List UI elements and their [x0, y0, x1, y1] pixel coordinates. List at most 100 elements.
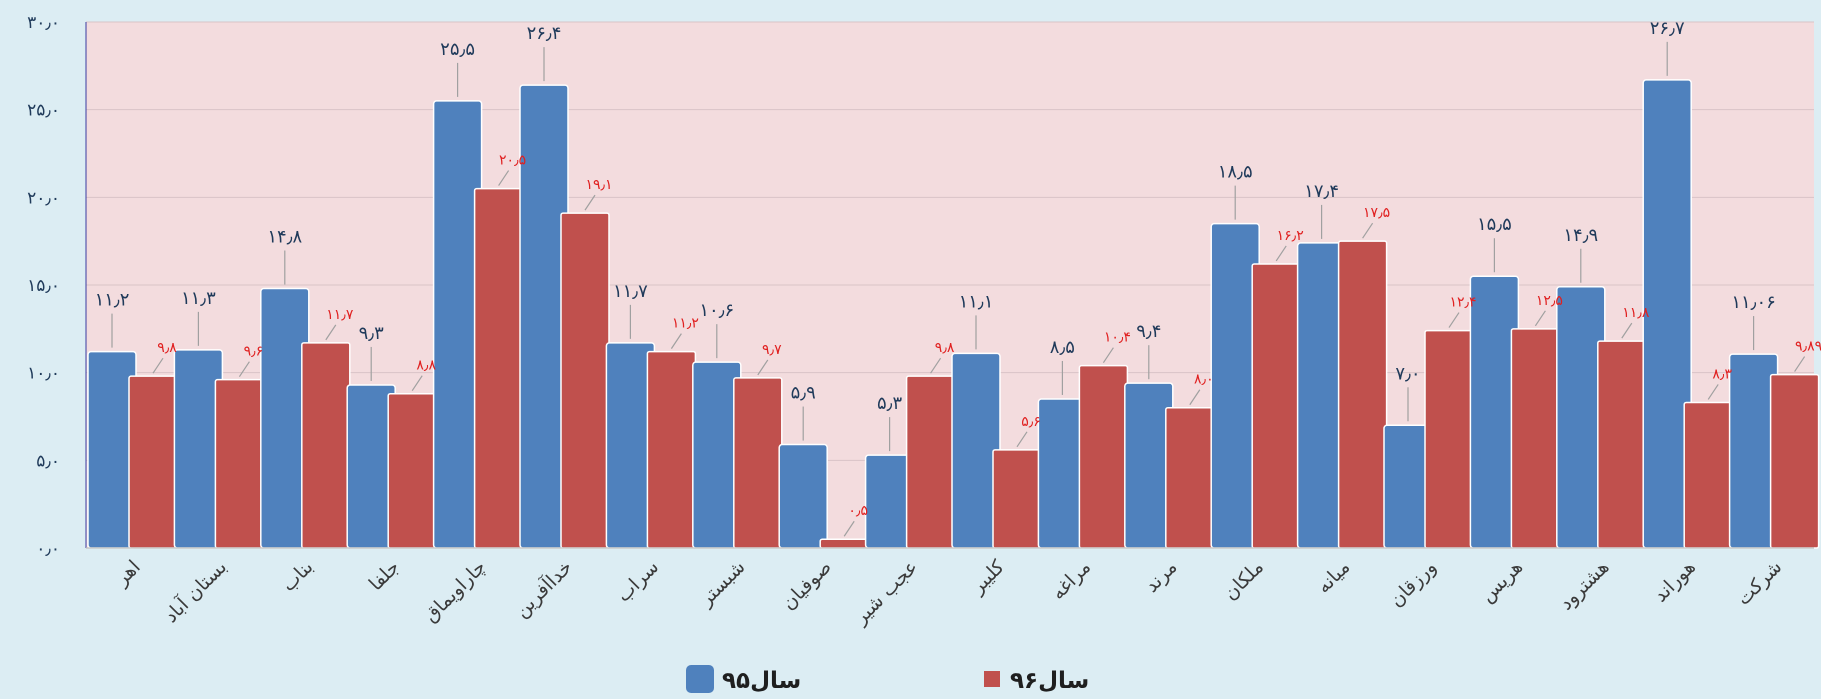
data-label-sal95: ۹٫۳ [359, 323, 385, 344]
x-tick-label: میانه [1312, 556, 1354, 598]
data-label-sal95: ۱۱٫۱ [959, 291, 994, 312]
leader-line-sal96 [411, 375, 423, 392]
x-tick-label: کلیبر [966, 555, 1009, 598]
bar-sal96 [301, 342, 351, 549]
y-tick-label: ۳۰٫۰ [27, 13, 60, 33]
x-tick-label: ملکان [1219, 556, 1268, 605]
bar-sal96 [128, 375, 178, 549]
legend-swatch-sal96 [984, 671, 1000, 687]
legend: سال۹۵ سال۹۶ [686, 665, 1089, 694]
data-label-sal95: ۱۷٫۴ [1304, 181, 1339, 202]
leader-line-sal96 [1707, 384, 1719, 400]
y-tick-label: ۵٫۰ [36, 451, 60, 471]
y-tick-label: ۱۰٫۰ [27, 364, 60, 384]
data-label-sal95: ۱۴٫۹ [1563, 225, 1598, 246]
y-tick-label: ۲۵٫۰ [27, 101, 60, 121]
leader-line-sal96 [930, 357, 942, 374]
data-label-sal96: ۸٫۳ [1712, 366, 1732, 382]
x-tick-label: شرکت [1733, 556, 1787, 610]
data-label-sal96: ۹٫۸۹ [1795, 339, 1821, 355]
bar-sal96 [1337, 240, 1388, 549]
legend-label-sal96: سال۹۶ [1010, 668, 1089, 694]
data-label-sal95: ۱۵٫۵ [1477, 214, 1512, 235]
x-tick-label: صوفیان [778, 556, 836, 614]
data-labels: ۱۱٫۲ ۹٫۸ ۱۱٫۳ ۹٫۶ ۱۴٫۸ ۱۱٫۷ ۹٫۳ ۸٫۸ ۲۵٫۵ ۲۰٫۵ ۲۶٫۴… [95, 18, 1821, 519]
data-label-sal96: ۱۲٫۴ [1449, 295, 1476, 311]
leader-line-sal96 [152, 357, 164, 374]
leader-line-sal96 [1189, 389, 1201, 406]
bar-sal96 [1683, 401, 1733, 549]
leader-line-sal96 [1534, 310, 1546, 327]
y-axis: ۰٫۰ ۵٫۰ ۱۰٫۰ ۱۵٫۰ ۲۰٫۰ ۲۵٫۰ ۳۰٫۰ [27, 13, 87, 559]
bar-sal95 [778, 443, 828, 549]
bars [87, 79, 1820, 549]
data-label-sal95: ۷٫۰ [1395, 363, 1420, 384]
x-tick-label: جلفا [365, 556, 404, 595]
x-tick-label: خداآفرین [509, 555, 577, 623]
data-label-sal95: ۲۵٫۵ [440, 39, 475, 60]
data-label-sal96: ۵٫۶ [1021, 414, 1041, 430]
data-label-sal95: ۱۱٫۰۶ [1731, 292, 1776, 313]
bar-sal96 [1251, 263, 1301, 549]
leader-line-sal96 [498, 170, 510, 186]
bar-sal96 [1424, 329, 1474, 549]
leader-line-sal96 [325, 324, 337, 341]
data-label-sal95: ۱۸٫۵ [1218, 162, 1253, 183]
bar-sal96 [214, 378, 265, 549]
data-label-sal95: ۹٫۴ [1136, 321, 1161, 342]
data-label-sal96: ۱۲٫۵ [1536, 293, 1563, 309]
data-label-sal95: ۱۱٫۷ [613, 281, 648, 302]
x-tick-label: بستان آباد [159, 555, 232, 628]
leader-line-sal96 [584, 194, 596, 211]
leader-lines [111, 41, 1806, 537]
leader-line-sal96 [1621, 322, 1633, 339]
x-tick-label: بناب [277, 556, 317, 596]
bar-sal96 [560, 212, 610, 549]
bar-sal96 [905, 375, 956, 549]
y-tick-label: ۲۰٫۰ [27, 188, 60, 208]
data-label-sal95: ۸٫۵ [1050, 337, 1075, 358]
bar-sal96 [1769, 373, 1820, 549]
data-label-sal96: ۲۰٫۵ [499, 153, 526, 169]
x-axis: اهر بستان آباد بناب جلفا چاراویماق خداآفرین سر… [86, 547, 1814, 629]
legend-swatch-sal95 [686, 665, 714, 693]
bar-sal96 [992, 449, 1042, 549]
data-label-sal96: ۸٫۰ [1194, 372, 1214, 388]
leader-line-sal96 [1102, 347, 1114, 363]
data-label-sal95: ۱۴٫۸ [267, 227, 302, 248]
leader-line-sal96 [238, 361, 250, 378]
leader-line-sal96 [1275, 245, 1287, 262]
data-label-sal96: ۱۱٫۷ [326, 307, 354, 323]
y-tick-label: ۰٫۰ [36, 539, 60, 559]
y-tick-label: ۱۵٫۰ [27, 276, 60, 296]
data-label-sal96: ۸٫۸ [416, 358, 436, 374]
leader-line-sal96 [843, 520, 855, 537]
leader-line-sal96 [1448, 312, 1460, 328]
data-label-sal95: ۱۱٫۳ [181, 288, 216, 309]
x-tick-label: ورزقان [1385, 556, 1440, 611]
bar-sal96 [473, 187, 524, 549]
data-label-sal95: ۲۶٫۴ [527, 23, 562, 44]
x-tick-label: هوراند [1649, 556, 1700, 607]
leader-line-sal96 [670, 333, 682, 349]
data-label-sal96: ۱۱٫۸ [1622, 305, 1650, 321]
x-tick-label: مراغه [1047, 556, 1095, 604]
x-tick-label: چاراویماق [420, 556, 491, 627]
data-label-sal95: ۵٫۹ [791, 383, 816, 404]
bar-sal96 [1165, 406, 1215, 549]
data-label-sal96: ۹٫۷ [762, 342, 782, 358]
data-label-sal96: ۱۶٫۲ [1277, 228, 1304, 244]
bar-sal96 [387, 392, 437, 549]
leader-line-sal96 [757, 359, 769, 376]
data-label-sal96: ۱۹٫۱ [585, 177, 612, 193]
data-label-sal95: ۲۶٫۷ [1650, 18, 1685, 39]
x-tick-label: اهر [110, 556, 145, 591]
x-tick-label: هشترود [1555, 556, 1614, 615]
data-label-sal96: ۹٫۸ [935, 340, 955, 356]
data-label-sal96: ۹٫۸ [157, 340, 177, 356]
legend-label-sal95: سال۹۵ [722, 668, 801, 694]
bar-sal96 [1510, 328, 1561, 549]
bar-sal96 [819, 538, 869, 549]
